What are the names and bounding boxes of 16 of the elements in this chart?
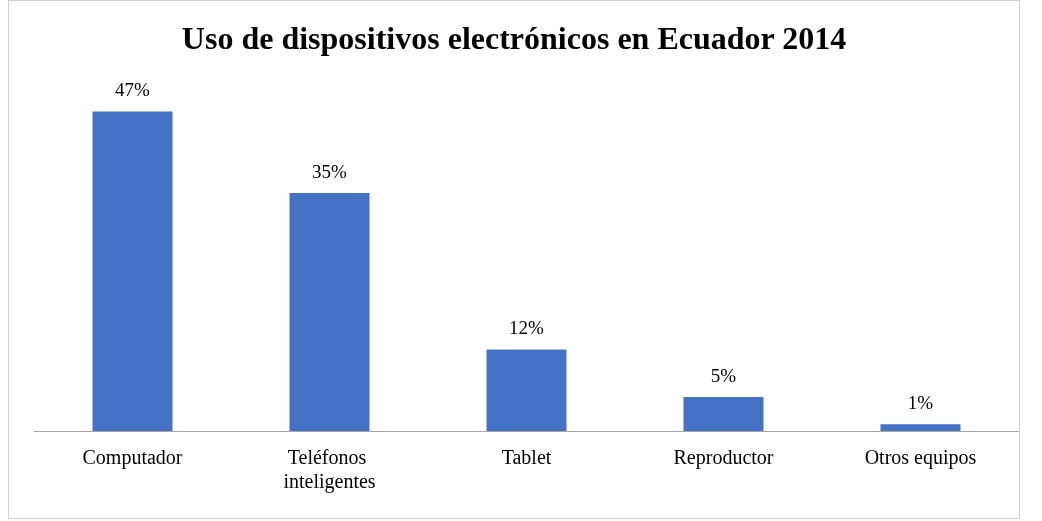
bar — [880, 424, 961, 431]
data-label: 12% — [509, 317, 545, 339]
x-tick-label: Computador — [82, 446, 183, 469]
data-label: 35% — [312, 161, 348, 182]
chart-title: Uso de dispositivos electrónicos en Ecuador 2014 — [181, 20, 847, 56]
x-tick-label: Teléfonos inteligentes — [283, 446, 376, 493]
x-tick-label: Otros equipos — [864, 446, 977, 469]
bar — [486, 349, 567, 431]
bar — [92, 111, 173, 431]
data-label: 47% — [115, 79, 151, 101]
data-label: 1% — [907, 392, 934, 414]
x-tick-label: Reproductor — [673, 446, 774, 469]
bar — [683, 397, 764, 431]
data-label: 5% — [710, 365, 737, 386]
x-tick-label: Tablet — [501, 446, 552, 468]
bar — [289, 193, 370, 431]
